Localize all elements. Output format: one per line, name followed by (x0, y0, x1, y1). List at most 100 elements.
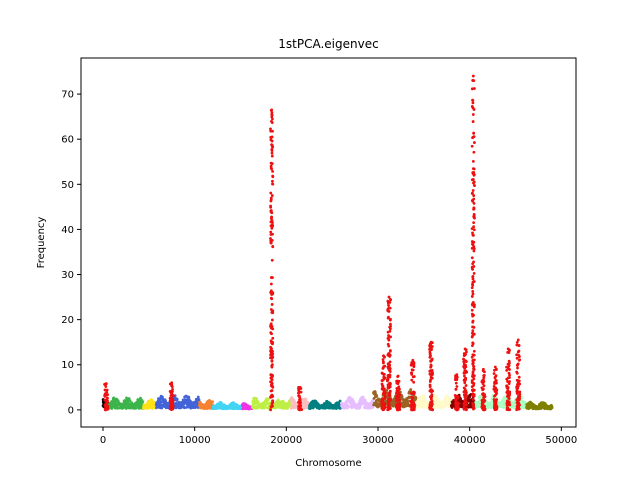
peak-point (516, 379, 520, 382)
chrom-4-point (158, 403, 162, 407)
peak-point (106, 408, 109, 411)
peak-point (470, 331, 474, 335)
peak-point (387, 393, 391, 396)
chrom-5-point (211, 400, 215, 404)
peak-point (471, 353, 475, 357)
peak-point (473, 184, 476, 187)
peak-point (381, 358, 385, 361)
peak-point (388, 385, 392, 389)
peak-point (411, 375, 415, 379)
peak-point (494, 407, 497, 411)
peak-point (397, 391, 401, 395)
peak-point (471, 275, 475, 278)
peak-point (382, 361, 385, 365)
peak-point (462, 362, 466, 366)
peak-point (388, 327, 392, 331)
x-tick-label: 10000 (179, 435, 211, 446)
x-axis-label: Chromosome (295, 458, 361, 469)
peak-point (269, 210, 273, 214)
peak-point (409, 363, 413, 367)
peak-point (269, 230, 273, 234)
peak-point (271, 179, 274, 183)
peak-point (269, 164, 273, 168)
peak-point (269, 135, 273, 139)
peak-point (103, 394, 107, 398)
peak-point (507, 367, 510, 371)
peak-max-point (516, 338, 520, 342)
peak-point (507, 382, 511, 385)
peak-point (515, 340, 519, 344)
peak-point (463, 381, 467, 385)
chrom-9-point (301, 402, 305, 406)
chrom-13-point (442, 405, 446, 409)
peak-point (471, 113, 475, 116)
peak-point (481, 406, 485, 410)
peak-point (103, 388, 107, 392)
peak-point (470, 286, 474, 290)
peak-point (297, 406, 301, 410)
peak-point (269, 220, 273, 224)
peak-point (471, 189, 475, 192)
peak-point (517, 407, 521, 411)
peak-point (269, 127, 272, 131)
peak-point (412, 380, 416, 384)
peak-point (411, 368, 415, 372)
chrom-9-point (304, 398, 308, 401)
peak-point (462, 365, 466, 369)
peak-point (464, 365, 468, 369)
peak-point (464, 407, 468, 411)
peak-point (269, 353, 272, 357)
x-tick-label: 0 (100, 435, 106, 446)
peak-point (472, 280, 476, 283)
peak-point (412, 391, 416, 395)
peak-point (386, 330, 390, 334)
y-tick-label: 70 (61, 90, 74, 101)
peak-point (495, 392, 498, 396)
peak-point (106, 404, 109, 408)
peak-point (106, 393, 109, 397)
peak-point (271, 224, 275, 228)
chrom-4-point (157, 397, 160, 401)
peak-point (269, 380, 272, 384)
peak-point (495, 388, 499, 392)
peak-point (386, 378, 390, 382)
peak-point (270, 151, 274, 155)
chrom-4-point (161, 395, 164, 399)
peak-point (270, 258, 274, 262)
peak-point (270, 378, 274, 382)
peak-max-point (411, 358, 415, 362)
peak-point (517, 354, 521, 357)
peak-point (464, 389, 468, 393)
chrom-4-point (175, 397, 179, 401)
peak-max-point (506, 347, 510, 351)
peak-point (105, 390, 109, 394)
chrom-2-point (128, 399, 132, 403)
peak-point (383, 403, 387, 407)
peak-point (429, 375, 433, 379)
peak-point (472, 407, 476, 410)
peak-point (381, 408, 385, 412)
peak-point (397, 379, 401, 383)
peak-point (462, 405, 466, 409)
chart-title: 1stPCA.eigenvec (278, 37, 378, 51)
peak-point (471, 120, 475, 123)
peak-point (430, 393, 434, 397)
peak-point (472, 388, 476, 392)
peak-point (271, 399, 275, 403)
peak-point (271, 182, 275, 186)
peak-point (395, 394, 399, 398)
peak-point (104, 385, 108, 388)
chrom-12-point (385, 389, 389, 392)
peak-point (105, 388, 109, 392)
peak-point (383, 393, 387, 397)
peak-point (454, 387, 458, 391)
peak-point (270, 297, 274, 301)
peak-point (271, 117, 274, 121)
peak-point (472, 207, 476, 211)
peak-point (381, 403, 385, 407)
peak-point (473, 141, 476, 144)
peak-point (104, 402, 108, 405)
peak-point (428, 355, 432, 359)
chrom-12-point (400, 395, 404, 399)
peak-point (429, 359, 433, 363)
